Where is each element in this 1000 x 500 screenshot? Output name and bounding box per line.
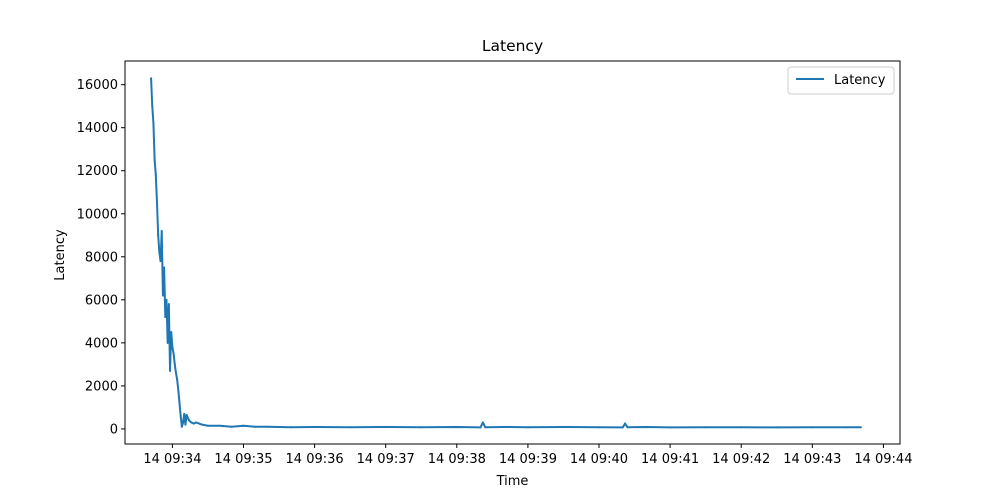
x-tick-label: 14 09:39 — [499, 452, 557, 467]
y-axis: 0 2000 4000 6000 8000 10000 12000 14000 16000 — [77, 78, 125, 437]
data-point — [182, 421, 185, 424]
data-point — [180, 425, 183, 428]
data-point — [289, 426, 292, 429]
data-point — [624, 422, 627, 425]
data-point — [811, 426, 814, 429]
data-point — [161, 294, 164, 297]
data-point — [166, 341, 169, 344]
y-tick-label: 14000 — [77, 121, 118, 136]
data-point — [187, 419, 190, 422]
y-tick-label: 6000 — [85, 293, 118, 308]
data-point — [230, 425, 233, 428]
x-tick-label: 14 09:43 — [783, 452, 841, 467]
axes-frame — [124, 60, 901, 445]
data-point — [177, 389, 180, 392]
data-point — [164, 316, 167, 319]
data-point — [172, 352, 175, 355]
y-tick-label: 12000 — [77, 164, 118, 179]
data-point — [859, 426, 862, 429]
y-axis-title: Latency — [53, 229, 68, 281]
data-point — [170, 331, 173, 334]
data-point — [503, 426, 506, 429]
data-point — [526, 426, 529, 429]
data-point — [178, 402, 181, 405]
data-point — [254, 425, 257, 428]
data-point — [174, 371, 177, 374]
chart-title: Latency — [482, 37, 543, 55]
data-point — [176, 378, 179, 381]
data-point — [183, 412, 186, 415]
data-point — [598, 426, 601, 429]
x-axis: 14 09:34 14 09:35 14 09:36 14 09:37 14 09:38… — [143, 444, 912, 467]
data-point — [455, 426, 458, 429]
data-point — [846, 426, 849, 429]
data-point — [195, 421, 198, 424]
data-point — [160, 229, 163, 232]
y-tick-label: 0 — [110, 422, 118, 437]
y-tick-label: 10000 — [77, 207, 118, 222]
data-point — [420, 426, 423, 429]
data-point — [185, 413, 188, 416]
data-point — [152, 122, 155, 125]
data-point — [173, 363, 176, 366]
data-point — [484, 426, 487, 429]
data-point — [167, 303, 170, 306]
data-point — [169, 369, 172, 372]
data-point — [775, 426, 778, 429]
data-point — [242, 424, 245, 427]
x-tick-label: 14 09:41 — [641, 452, 699, 467]
data-point — [669, 426, 672, 429]
data-point — [626, 426, 629, 429]
data-point — [179, 415, 182, 418]
x-tick-label: 14 09:37 — [357, 452, 415, 467]
data-point — [384, 426, 387, 429]
data-point — [159, 260, 162, 263]
x-tick-label: 14 09:34 — [143, 452, 201, 467]
y-tick-label: 8000 — [85, 250, 118, 265]
data-point — [313, 426, 316, 429]
x-tick-label: 14 09:40 — [570, 452, 628, 467]
y-tick-label: 2000 — [85, 379, 118, 394]
data-point — [481, 421, 484, 424]
data-point — [704, 426, 707, 429]
data-point — [150, 77, 153, 80]
data-point — [645, 426, 648, 429]
data-point — [192, 422, 195, 425]
y-tick-label: 4000 — [85, 336, 118, 351]
data-point — [740, 426, 743, 429]
y-tick-label: 16000 — [77, 78, 118, 93]
legend-box — [787, 66, 895, 95]
data-point — [206, 424, 209, 427]
x-tick-label: 14 09:36 — [286, 452, 344, 467]
data-point — [266, 425, 269, 428]
x-axis-title: Time — [496, 474, 529, 489]
x-tick-label: 14 09:35 — [214, 452, 272, 467]
data-point — [157, 234, 160, 237]
plot-area — [150, 77, 862, 429]
data-point — [151, 105, 154, 108]
data-point — [479, 426, 482, 429]
data-point — [218, 424, 221, 427]
x-tick-label: 14 09:38 — [428, 452, 486, 467]
data-point — [163, 266, 166, 269]
data-point — [154, 174, 157, 177]
legend-label-latency: Latency — [834, 73, 886, 88]
legend: Latency — [787, 66, 895, 95]
x-tick-label: 14 09:42 — [712, 452, 770, 467]
data-point — [158, 251, 161, 254]
data-point — [201, 423, 204, 426]
series-line-latency — [150, 78, 861, 429]
data-point — [349, 426, 352, 429]
data-point — [153, 158, 156, 161]
data-point — [621, 426, 624, 429]
data-point — [171, 346, 174, 349]
data-point — [155, 202, 158, 205]
x-tick-label: 14 09:44 — [854, 452, 912, 467]
data-point — [184, 423, 187, 426]
data-point — [562, 426, 565, 429]
data-point — [190, 421, 193, 424]
data-point — [165, 298, 168, 301]
